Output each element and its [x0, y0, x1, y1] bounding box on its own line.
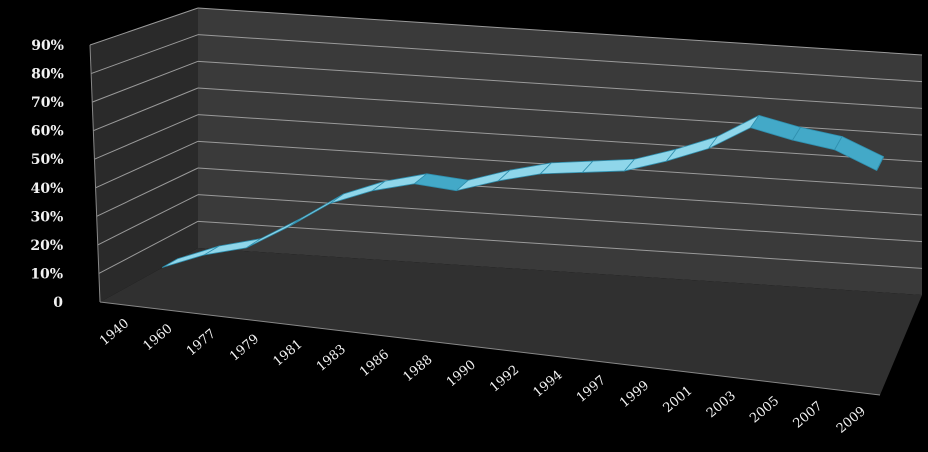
- x-tick-label: 2009: [834, 404, 869, 437]
- back-wall: [198, 8, 922, 295]
- y-tick-label: 60%: [31, 124, 64, 140]
- series-ribbon: [161, 114, 885, 268]
- side-wall: [90, 8, 198, 302]
- x-tick-label: 2003: [704, 388, 739, 421]
- x-tick-label: 2001: [661, 383, 696, 416]
- x-tick-label: 1986: [357, 347, 392, 380]
- y-tick-label: 30%: [31, 209, 64, 225]
- gridline-side: [89, 7, 199, 46]
- gridline-side: [94, 114, 199, 160]
- x-tick-label: 1983: [314, 342, 349, 375]
- x-tick-label: 2007: [791, 399, 826, 432]
- gridline-side: [90, 34, 199, 75]
- y-tick-label: 70%: [31, 95, 64, 111]
- x-tick-label: 1979: [227, 332, 262, 365]
- x-tick-label: 1940: [97, 316, 132, 349]
- y-tick-label: 0: [53, 295, 63, 311]
- y-tick-label: 50%: [31, 152, 64, 168]
- y-axis-ticks: 0 10% 20% 30% 40% 50% 60% 70% 80% 90%: [30, 38, 64, 311]
- x-tick-label: 1977: [184, 326, 219, 359]
- x-tick-label: 1999: [617, 378, 652, 411]
- ribbon-end-cap: [876, 156, 885, 171]
- gridline-back: [197, 167, 923, 216]
- y-tick-label: 90%: [31, 38, 64, 54]
- x-tick-label: 1997: [574, 373, 609, 406]
- gridline-back: [197, 34, 923, 83]
- gridline-back: [197, 220, 923, 269]
- gridline-back: [197, 7, 923, 56]
- gridline-side: [96, 167, 199, 217]
- gridline-side: [97, 194, 199, 246]
- floor: [100, 248, 922, 395]
- gridline-back: [197, 194, 923, 243]
- x-tick-label: 1994: [531, 368, 566, 401]
- y-tick-label: 40%: [31, 181, 64, 197]
- x-tick-label: 1960: [141, 321, 176, 354]
- y-tick-label: 80%: [31, 67, 64, 83]
- gridline-side: [92, 60, 199, 103]
- y-tick-label: 10%: [30, 266, 63, 282]
- gridline-back: [197, 114, 923, 163]
- y-tick-label: 20%: [30, 238, 63, 254]
- gridline-side: [98, 220, 199, 274]
- y-axis-line: [89, 44, 101, 303]
- x-axis-line: [99, 301, 881, 396]
- gridline-side: [93, 87, 199, 132]
- gridline-back: [197, 60, 923, 109]
- x-tick-label: 1988: [401, 352, 436, 385]
- x-tick-label: 1990: [444, 357, 479, 390]
- x-tick-label: 1992: [487, 363, 522, 396]
- gridline-side: [95, 140, 199, 189]
- x-tick-label: 2005: [747, 394, 782, 427]
- x-tick-label: 1981: [271, 337, 306, 370]
